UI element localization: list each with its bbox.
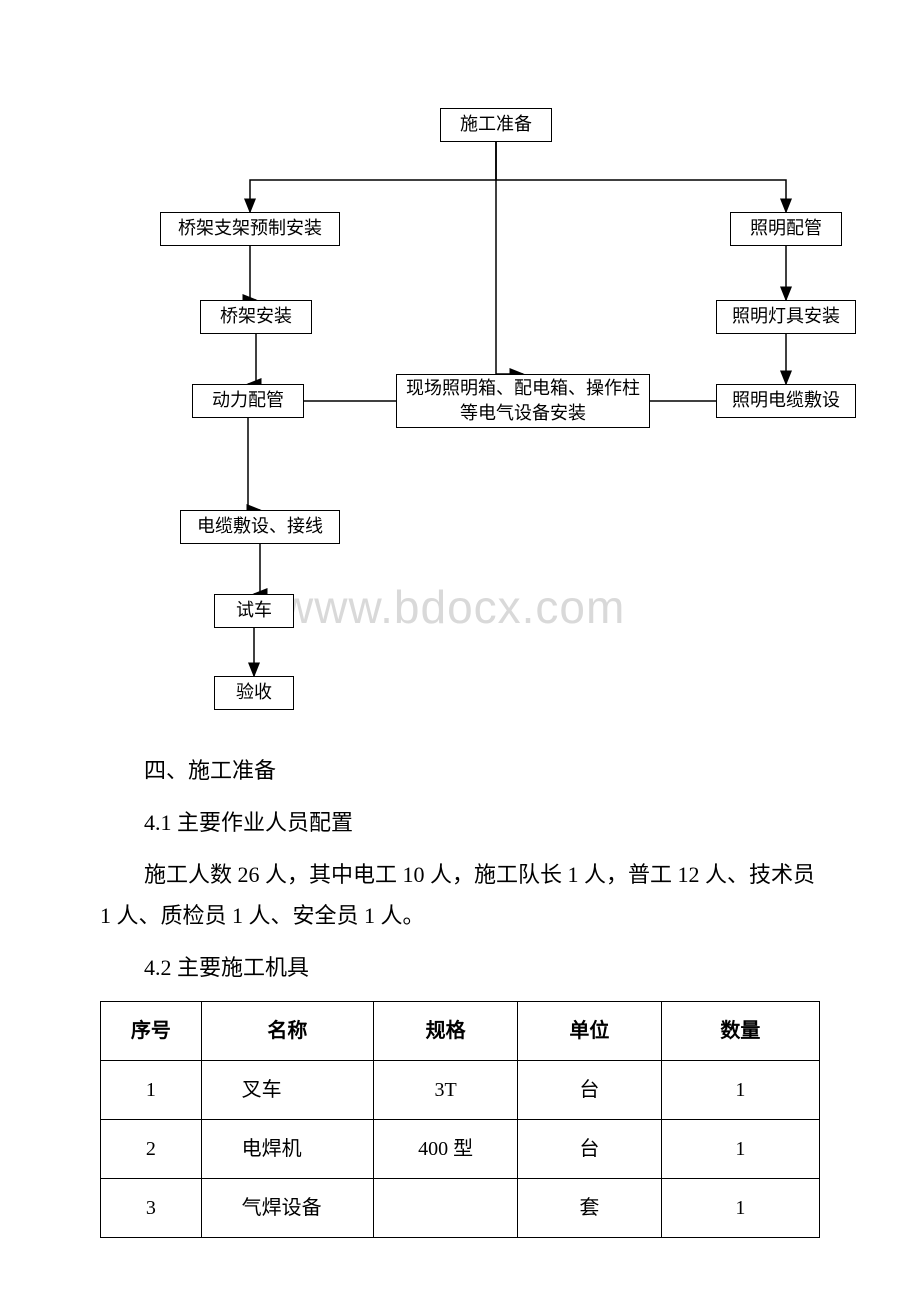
table-cell: 台 [518, 1060, 662, 1119]
flowchart-node-bridge: 桥架安装 [200, 300, 312, 334]
flowchart-node-power: 动力配管 [192, 384, 304, 418]
table-cell: 3T [374, 1060, 518, 1119]
flowchart-node-lightpipe: 照明配管 [730, 212, 842, 246]
table-cell: 1 [661, 1119, 819, 1178]
section-4-1: 4.1 主要作业人员配置 [100, 802, 820, 844]
table-cell: 1 [101, 1060, 202, 1119]
table-cell: 电焊机 [201, 1119, 374, 1178]
flowchart-node-cable: 电缆敷设、接线 [180, 510, 340, 544]
table-header-row: 序号名称规格单位数量 [101, 1001, 820, 1060]
table-cell: 400 型 [374, 1119, 518, 1178]
paragraph-4-1: 施工人数 26 人，其中电工 10 人，施工队长 1 人，普工 12 人、技术员… [100, 854, 820, 938]
table-cell: 2 [101, 1119, 202, 1178]
watermark-text: www.bdocx.com [280, 580, 625, 634]
table-header-cell: 数量 [661, 1001, 819, 1060]
flowchart-container: www.bdocx.com 施工准备桥架支架预制安装 照明配管桥架安装 照明灯具安装… [0, 0, 920, 740]
table-row: 3气焊设备 套1 [101, 1178, 820, 1237]
flowchart-node-equipctr: 现场照明箱、配电箱、操作柱等电气设备安装 [396, 374, 650, 428]
flowchart-node-lamp: 照明灯具安装 [716, 300, 856, 334]
table-header-cell: 序号 [101, 1001, 202, 1060]
table-cell [374, 1178, 518, 1237]
table-cell: 3 [101, 1178, 202, 1237]
heading-4: 四、施工准备 [100, 750, 820, 792]
table-cell: 1 [661, 1060, 819, 1119]
flowchart-node-bracket: 桥架支架预制安装 [160, 212, 340, 246]
table-cell: 套 [518, 1178, 662, 1237]
equipment-table: 序号名称规格单位数量 1叉车3T台12电焊机400 型台13气焊设备套1 [100, 1001, 820, 1238]
table-cell: 气焊设备 [201, 1178, 374, 1237]
table-row: 2电焊机400 型台1 [101, 1119, 820, 1178]
table-cell: 叉车 [201, 1060, 374, 1119]
table-header-cell: 单位 [518, 1001, 662, 1060]
table-cell: 1 [661, 1178, 819, 1237]
table-header-cell: 名称 [201, 1001, 374, 1060]
flowchart-node-accept: 验收 [214, 676, 294, 710]
table-cell: 台 [518, 1119, 662, 1178]
section-4-2: 4.2 主要施工机具 [100, 947, 820, 989]
flowchart-node-test: 试车 [214, 594, 294, 628]
table-header-cell: 规格 [374, 1001, 518, 1060]
flowchart-node-prep: 施工准备 [440, 108, 552, 142]
document-body: 四、施工准备 4.1 主要作业人员配置 施工人数 26 人，其中电工 10 人，… [0, 750, 920, 1238]
flowchart-node-lightcable: 照明电缆敷设 [716, 384, 856, 418]
table-row: 1叉车3T台1 [101, 1060, 820, 1119]
